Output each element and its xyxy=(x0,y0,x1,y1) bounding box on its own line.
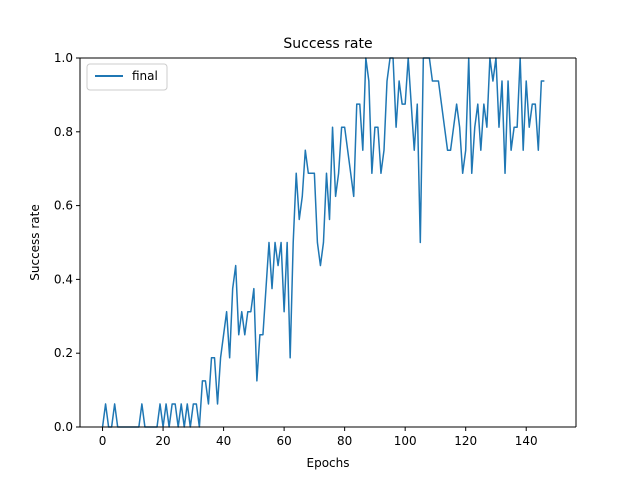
x-tick-label: 80 xyxy=(337,434,352,448)
x-tick-label: 0 xyxy=(99,434,107,448)
chart-title: Success rate xyxy=(283,36,372,52)
x-axis-label: Epochs xyxy=(307,456,350,470)
axes-frame xyxy=(79,57,577,428)
x-tick-label: 100 xyxy=(394,434,417,448)
plot-area xyxy=(80,58,576,427)
x-tick-label: 140 xyxy=(515,434,538,448)
y-tick-label: 1.0 xyxy=(54,51,73,65)
legend-label-final: final xyxy=(132,69,158,83)
x-tick-label: 120 xyxy=(454,434,477,448)
series-layer xyxy=(101,57,545,428)
y-tick-label: 0.8 xyxy=(54,125,73,139)
series-line-final xyxy=(101,57,545,428)
ticks: 0 20 40 60 80 100 120 140 0.0 0.2 0.4 0.6 0.8 1.0 xyxy=(54,51,538,448)
y-tick-label: 0.0 xyxy=(54,420,73,434)
y-axis-label: Success rate xyxy=(28,204,42,281)
legend-box xyxy=(86,63,168,91)
legend: final xyxy=(86,63,168,91)
x-tick-label: 40 xyxy=(216,434,231,448)
y-tick-label: 0.2 xyxy=(54,346,73,360)
x-tick-label: 60 xyxy=(276,434,291,448)
y-tick-label: 0.6 xyxy=(54,199,73,213)
x-tick-label: 20 xyxy=(155,434,170,448)
y-tick-label: 0.4 xyxy=(54,272,73,286)
